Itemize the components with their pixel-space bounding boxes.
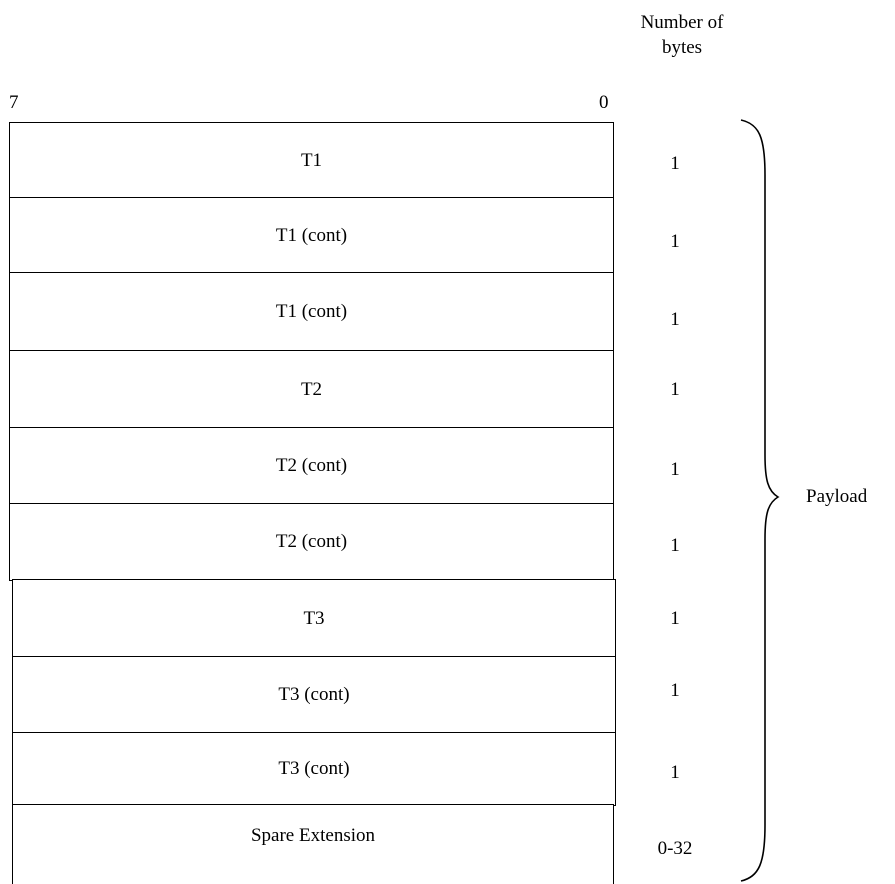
bytes-column-header: Number of bytes (632, 10, 732, 60)
byte-count: 1 (670, 535, 680, 556)
field-label: T1 (cont) (275, 224, 348, 246)
field-row-t2-cont: T2 (cont) (9, 503, 614, 581)
payload-label: Payload (806, 486, 868, 507)
field-label: T2 (cont) (275, 531, 348, 552)
field-label: T1 (cont) (275, 300, 348, 322)
field-row-t1-cont: T1 (cont) (9, 197, 614, 274)
field-row-t3-cont: T3 (cont) (12, 732, 616, 806)
bytes-header-line2: bytes (661, 37, 703, 58)
field-row-t1-cont: T1 (cont) (9, 272, 614, 351)
field-label: T2 (cont) (275, 455, 348, 476)
field-row-t2: T2 (9, 350, 614, 429)
bit-0-label: 0 (599, 92, 609, 113)
field-label: T2 (300, 378, 323, 400)
byte-count: 1 (670, 680, 680, 701)
field-row-t3-cont: T3 (cont) (12, 656, 616, 734)
bytes-header-line1: Number of (640, 12, 724, 33)
field-row-spare-extension: Spare Extension (12, 804, 614, 884)
bit-7-label: 7 (9, 92, 19, 113)
byte-count: 1 (670, 608, 680, 629)
byte-count: 1 (670, 309, 680, 330)
field-row-t2-cont: T2 (cont) (9, 427, 614, 505)
field-row-t3: T3 (12, 579, 616, 658)
byte-count: 1 (670, 459, 680, 480)
field-label: T3 (cont) (278, 684, 350, 705)
byte-count: 0-32 (657, 838, 693, 859)
field-label: T1 (300, 149, 323, 171)
byte-count: 1 (670, 762, 680, 783)
field-label: T3 (303, 607, 325, 629)
byte-count: 1 (670, 231, 680, 252)
field-label: Spare Extension (250, 825, 375, 846)
payload-brace (740, 119, 780, 882)
byte-count: 1 (670, 379, 680, 400)
field-label: T3 (cont) (278, 758, 350, 779)
field-row-t1: T1 (9, 122, 614, 199)
byte-count: 1 (670, 153, 680, 174)
